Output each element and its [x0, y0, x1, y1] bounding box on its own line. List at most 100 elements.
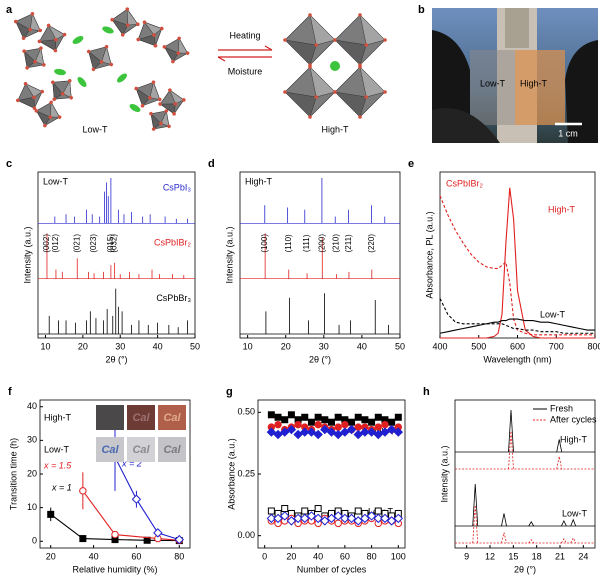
octahedron — [34, 100, 62, 128]
halide-atom — [125, 23, 130, 27]
octahedron — [86, 44, 114, 72]
halide-atom — [158, 102, 162, 106]
x-tick-label: 60 — [340, 551, 350, 561]
marker — [287, 411, 295, 419]
peak — [561, 538, 567, 544]
marker — [333, 429, 343, 440]
cation — [102, 26, 114, 34]
halide-atom — [308, 115, 312, 119]
marker — [293, 429, 303, 440]
halide-atom — [171, 59, 175, 64]
x-tick-label: 400 — [432, 341, 447, 351]
y-tick-label: 0.25 — [237, 468, 255, 478]
marker — [281, 505, 289, 513]
series-label: CsPbIBr₂ — [154, 238, 192, 248]
peak — [556, 439, 563, 453]
y-tick-label: 10 — [27, 502, 37, 512]
y-axis-label: Absorbance, PL (a.u.) — [424, 211, 434, 298]
octahedron-face — [359, 14, 386, 46]
x-tick-label: 80 — [174, 551, 184, 561]
marker — [314, 420, 322, 429]
marker — [334, 413, 342, 421]
peak — [472, 483, 479, 527]
x-axis-label: 2θ (°) — [514, 564, 536, 574]
halide-atom — [333, 90, 337, 94]
inset-tile — [127, 437, 155, 462]
panel-note: High-T — [245, 176, 273, 186]
marker — [300, 513, 310, 524]
marker — [281, 416, 289, 424]
panel-note: Low-T — [43, 176, 69, 186]
marker — [301, 507, 309, 515]
halide-atom — [364, 95, 369, 99]
panel-label: g — [226, 386, 233, 398]
halide-atom — [39, 46, 43, 50]
inset-tile — [96, 437, 124, 462]
series-label: CsPbBr₃ — [156, 293, 191, 303]
octahedron — [22, 46, 46, 70]
x-axis-label: Wavelength (nm) — [483, 354, 551, 364]
octahedron-face — [284, 39, 317, 66]
marker — [393, 427, 404, 437]
y-tick-label: 30 — [27, 435, 37, 445]
halide-atom — [104, 44, 109, 49]
x-tick-label: 30 — [319, 341, 329, 351]
marker — [340, 513, 350, 524]
marker — [267, 507, 275, 515]
marker — [360, 513, 370, 524]
marker — [280, 511, 290, 521]
tile-text: Cal — [163, 444, 181, 456]
scale-label: 1 cm — [558, 128, 578, 138]
inset-tile — [96, 405, 124, 430]
octahedron-face — [50, 101, 61, 118]
octahedron-face — [62, 79, 72, 99]
y-tick-label: 40 — [27, 401, 37, 411]
marker — [306, 427, 317, 437]
octahedron-face — [34, 47, 45, 66]
marker — [174, 534, 184, 545]
octahedron-face — [24, 83, 43, 98]
peak — [528, 538, 535, 544]
marker — [153, 528, 163, 538]
series-label: x = 2 — [121, 458, 142, 468]
panel-label: a — [6, 4, 13, 16]
inset-tile — [127, 405, 155, 430]
halide-atom — [22, 49, 26, 53]
x-tick-label: 80 — [367, 551, 377, 561]
octahedron-face — [88, 50, 102, 70]
halide-atom — [308, 13, 312, 17]
halide-atom — [383, 38, 387, 42]
marker — [280, 427, 290, 437]
halide-atom — [125, 7, 130, 11]
marker — [386, 516, 397, 526]
octahedron-face — [284, 91, 317, 118]
x-tick-label: 15 — [508, 551, 518, 561]
halide-atom — [136, 37, 141, 42]
halide-atom — [383, 90, 387, 94]
tile-text: Cal — [132, 444, 150, 456]
peak — [472, 505, 479, 544]
halide-atom — [136, 22, 140, 27]
x-tick-label: 20 — [281, 341, 291, 351]
x-axis-label: Relative humidity (%) — [72, 564, 157, 574]
marker — [374, 423, 382, 431]
pattern-label: Low-T — [562, 508, 588, 518]
marker — [293, 513, 303, 524]
marker — [386, 424, 397, 435]
octahedron-face — [35, 101, 61, 127]
marker — [333, 511, 343, 521]
halide-atom — [308, 65, 312, 69]
octahedron — [51, 79, 73, 101]
x-tick-label: 0 — [262, 551, 267, 561]
cation — [129, 104, 141, 112]
marker — [326, 427, 337, 437]
peak-label: (012) — [51, 234, 60, 253]
halide-atom — [151, 80, 156, 85]
octahedron-face — [111, 19, 129, 36]
octahedron-face — [135, 87, 151, 107]
halide-atom — [153, 43, 158, 48]
halide-atom — [21, 36, 26, 41]
octahedron — [333, 65, 387, 119]
x-axis-label: 2θ (°) — [309, 354, 331, 364]
marker — [381, 420, 389, 429]
